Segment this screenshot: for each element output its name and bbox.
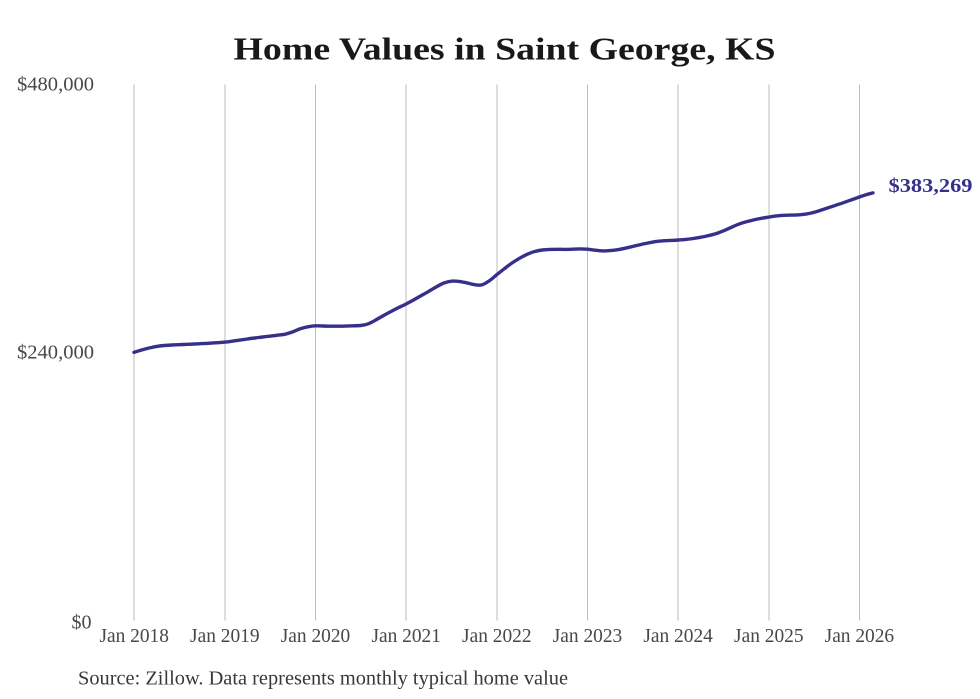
svg-text:$240,000: $240,000	[17, 342, 94, 364]
svg-text:Jan 2021: Jan 2021	[371, 625, 441, 647]
svg-text:Jan 2024: Jan 2024	[643, 625, 713, 647]
svg-text:Jan 2023: Jan 2023	[553, 625, 623, 647]
svg-text:$383,269: $383,269	[889, 175, 973, 197]
svg-text:Jan 2025: Jan 2025	[734, 625, 804, 647]
svg-text:Home Values in Saint George, K: Home Values in Saint George, KS	[234, 31, 776, 67]
svg-text:Source: Zillow. Data represent: Source: Zillow. Data represents monthly …	[78, 667, 568, 689]
svg-text:Jan 2020: Jan 2020	[281, 625, 351, 647]
svg-text:Jan 2022: Jan 2022	[462, 625, 532, 647]
svg-text:Jan 2019: Jan 2019	[190, 625, 260, 647]
svg-text:$0: $0	[72, 612, 92, 634]
svg-text:$480,000: $480,000	[17, 74, 94, 96]
svg-text:Jan 2026: Jan 2026	[825, 625, 895, 647]
svg-text:Jan 2018: Jan 2018	[99, 625, 169, 647]
